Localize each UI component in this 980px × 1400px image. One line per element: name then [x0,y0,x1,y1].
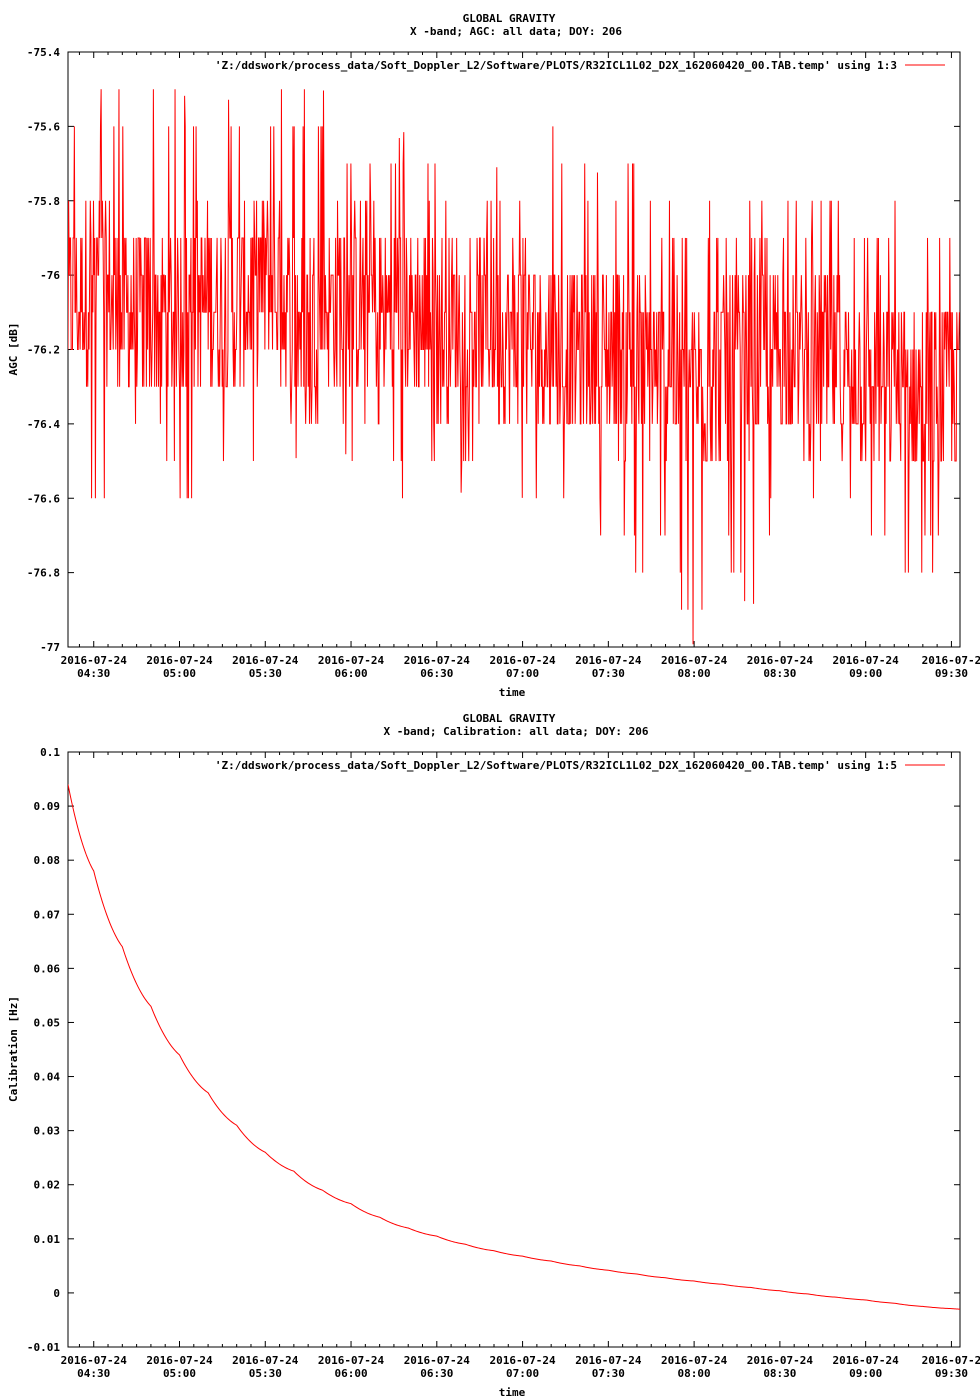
y-tick-label: 0.06 [34,962,61,975]
y-tick-label: -76.6 [27,492,60,505]
x-tick-time-label: 05:30 [249,667,282,680]
y-axis-label: AGC [dB] [7,323,20,376]
y-tick-label: 0 [53,1287,60,1300]
x-tick-time-label: 07:00 [506,667,539,680]
series-line [68,784,960,1310]
x-tick-date-label: 2016-07-24 [747,654,814,667]
x-tick-date-label: 2016-07-24 [404,1354,471,1367]
x-tick-time-label: 08:30 [763,667,796,680]
x-tick-time-label: 06:00 [334,1367,367,1380]
x-tick-time-label: 07:30 [592,1367,625,1380]
x-tick-time-label: 08:00 [678,667,711,680]
x-tick-date-label: 2016-07-24 [232,654,299,667]
x-tick-time-label: 05:30 [249,1367,282,1380]
y-tick-label: -0.01 [27,1341,60,1354]
x-axis-label: time [499,686,526,699]
x-tick-date-label: 2016-07-24 [318,654,385,667]
x-tick-date-label: 2016-07-24 [404,654,471,667]
x-tick-date-label: 2016-07-24 [232,1354,299,1367]
x-tick-time-label: 09:30 [935,1367,968,1380]
y-tick-label: 0.07 [34,908,61,921]
y-tick-label: -76 [40,269,60,282]
x-tick-date-label: 2016-07-24 [661,654,728,667]
x-tick-time-label: 04:30 [77,667,110,680]
y-tick-label: 0.04 [34,1071,61,1084]
x-tick-time-label: 06:30 [420,1367,453,1380]
x-tick-date-label: 2016-07-24 [833,654,900,667]
y-tick-label: -77 [40,641,60,654]
x-tick-time-label: 09:00 [849,1367,882,1380]
x-tick-date-label: 2016-07-24 [61,1354,128,1367]
x-tick-time-label: 06:30 [420,667,453,680]
x-tick-time-label: 08:30 [763,1367,796,1380]
x-tick-date-label: 2016-07-24 [146,1354,213,1367]
legend-label: 'Z:/ddswork/process_data/Soft_Doppler_L2… [215,59,897,72]
chart-subtitle: X -band; AGC: all data; DOY: 206 [410,25,622,38]
x-tick-date-label: 2016-07-24 [489,1354,556,1367]
x-tick-time-label: 09:30 [935,667,968,680]
x-tick-date-label: 2016-07-24 [489,654,556,667]
chart-title: GLOBAL GRAVITY [463,12,556,25]
x-tick-time-label: 07:30 [592,667,625,680]
y-tick-label: -76.4 [27,418,60,431]
series-line [68,89,960,645]
y-tick-label: -76.2 [27,344,60,357]
x-axis-label: time [499,1386,526,1399]
y-tick-label: -75.6 [27,120,60,133]
y-axis-label: Calibration [Hz] [7,996,20,1102]
x-tick-time-label: 08:00 [678,1367,711,1380]
x-tick-date-label: 2016-07-2 [922,1354,980,1367]
x-tick-date-label: 2016-07-24 [747,1354,814,1367]
x-tick-date-label: 2016-07-2 [922,654,980,667]
y-tick-label: 0.01 [34,1233,61,1246]
x-tick-date-label: 2016-07-24 [146,654,213,667]
x-tick-date-label: 2016-07-24 [661,1354,728,1367]
x-tick-time-label: 05:00 [163,667,196,680]
x-tick-time-label: 04:30 [77,1367,110,1380]
y-tick-label: 0.03 [34,1125,61,1138]
y-tick-label: -75.4 [27,46,60,59]
y-tick-label: 0.1 [40,746,60,759]
chart-subtitle: X -band; Calibration: all data; DOY: 206 [384,725,649,738]
y-tick-label: -75.8 [27,195,60,208]
legend-label: 'Z:/ddswork/process_data/Soft_Doppler_L2… [215,759,897,772]
y-tick-label: 0.05 [34,1016,61,1029]
x-tick-date-label: 2016-07-24 [575,654,642,667]
x-tick-date-label: 2016-07-24 [833,1354,900,1367]
y-tick-label: 0.09 [34,800,61,813]
x-tick-date-label: 2016-07-24 [575,1354,642,1367]
x-tick-time-label: 07:00 [506,1367,539,1380]
x-tick-date-label: 2016-07-24 [61,654,128,667]
y-tick-label: -76.8 [27,567,60,580]
y-tick-label: 0.02 [34,1179,61,1192]
x-tick-time-label: 06:00 [334,667,367,680]
x-tick-time-label: 09:00 [849,667,882,680]
chart-title: GLOBAL GRAVITY [463,712,556,725]
x-tick-time-label: 05:00 [163,1367,196,1380]
plot-frame [67,751,961,1348]
x-tick-date-label: 2016-07-24 [318,1354,385,1367]
y-tick-label: 0.08 [34,854,61,867]
